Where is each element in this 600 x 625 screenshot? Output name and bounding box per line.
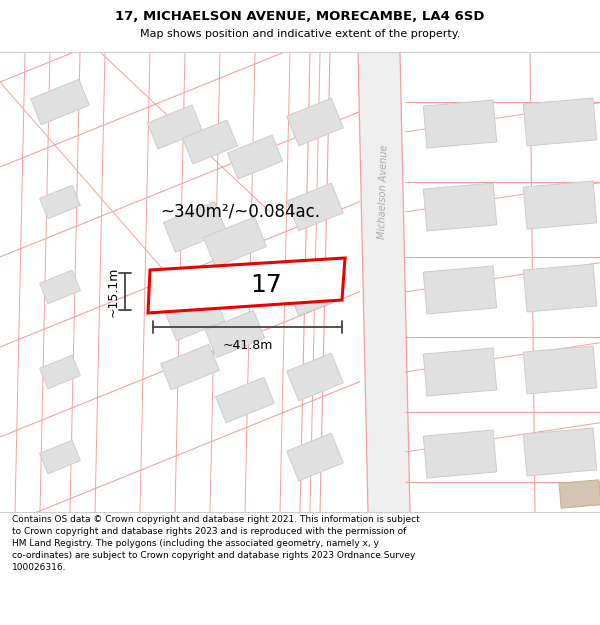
Polygon shape [287, 353, 343, 401]
Text: Map shows position and indicative extent of the property.: Map shows position and indicative extent… [140, 29, 460, 39]
Polygon shape [358, 52, 410, 512]
Polygon shape [523, 98, 596, 146]
Polygon shape [40, 355, 80, 389]
Polygon shape [164, 202, 226, 252]
Polygon shape [523, 428, 596, 476]
Polygon shape [165, 293, 225, 341]
Polygon shape [287, 433, 343, 481]
Text: ~340m²/~0.084ac.: ~340m²/~0.084ac. [160, 203, 320, 221]
Polygon shape [424, 430, 497, 478]
Polygon shape [424, 348, 497, 396]
Text: Michaelson Avenue: Michaelson Avenue [377, 145, 389, 239]
Text: ~41.8m: ~41.8m [223, 339, 272, 352]
Polygon shape [559, 480, 600, 508]
Polygon shape [215, 378, 274, 423]
Polygon shape [227, 135, 283, 179]
Polygon shape [523, 346, 596, 394]
Polygon shape [287, 268, 343, 316]
Polygon shape [40, 440, 80, 474]
Polygon shape [287, 183, 343, 231]
Text: 17, MICHAELSON AVENUE, MORECAMBE, LA4 6SD: 17, MICHAELSON AVENUE, MORECAMBE, LA4 6S… [115, 11, 485, 23]
Text: 17: 17 [250, 273, 282, 298]
Polygon shape [523, 264, 596, 312]
Polygon shape [31, 79, 89, 125]
Polygon shape [40, 270, 80, 304]
Polygon shape [148, 105, 202, 149]
Polygon shape [424, 266, 497, 314]
Polygon shape [424, 183, 497, 231]
Text: ~15.1m: ~15.1m [107, 266, 120, 317]
Polygon shape [161, 344, 220, 390]
Polygon shape [148, 258, 345, 313]
Polygon shape [287, 98, 343, 146]
Polygon shape [523, 181, 596, 229]
Polygon shape [182, 120, 238, 164]
Polygon shape [40, 185, 80, 219]
Polygon shape [205, 311, 265, 358]
Text: Contains OS data © Crown copyright and database right 2021. This information is : Contains OS data © Crown copyright and d… [12, 516, 420, 572]
Polygon shape [203, 217, 266, 267]
Polygon shape [424, 100, 497, 148]
